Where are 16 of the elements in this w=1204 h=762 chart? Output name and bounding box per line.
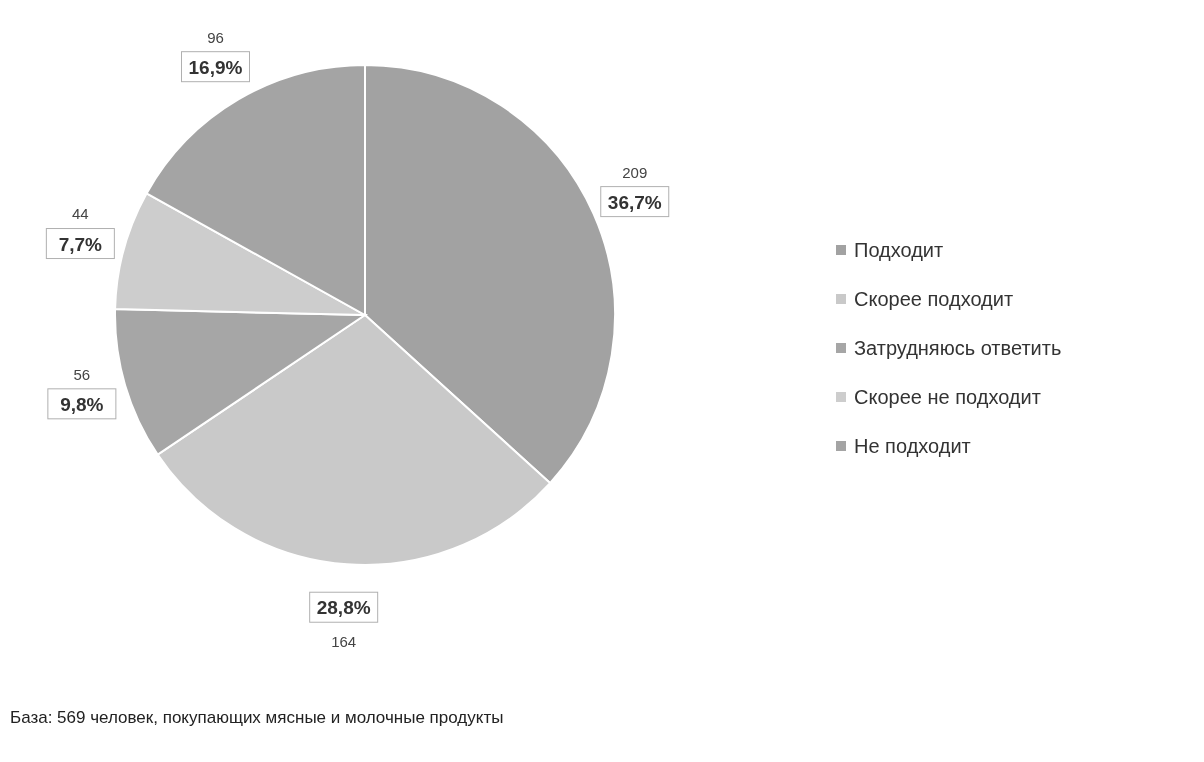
text: 56 (73, 365, 91, 383)
text: 164 (331, 633, 357, 651)
legend-label: Подходит (854, 238, 944, 262)
data-label: 9,8% (60, 393, 104, 415)
text: 44 (72, 205, 89, 223)
legend-label: Затрудняюсь ответить (854, 336, 1062, 360)
legend-label: Не подходит (854, 434, 971, 458)
data-label: 16,9% (188, 56, 243, 78)
data-label: 28,8% (316, 597, 371, 619)
text: 209 (622, 163, 648, 181)
legend-label: Скорее не подходит (854, 385, 1041, 409)
data-label: 36,7% (607, 191, 662, 213)
data-label: 7,7% (58, 233, 103, 255)
text: 96 (207, 28, 224, 46)
legend-label: Скорее подходит (854, 287, 1014, 311)
text: База: 569 человек, покупающих мясные и молочные продукты (10, 708, 504, 728)
